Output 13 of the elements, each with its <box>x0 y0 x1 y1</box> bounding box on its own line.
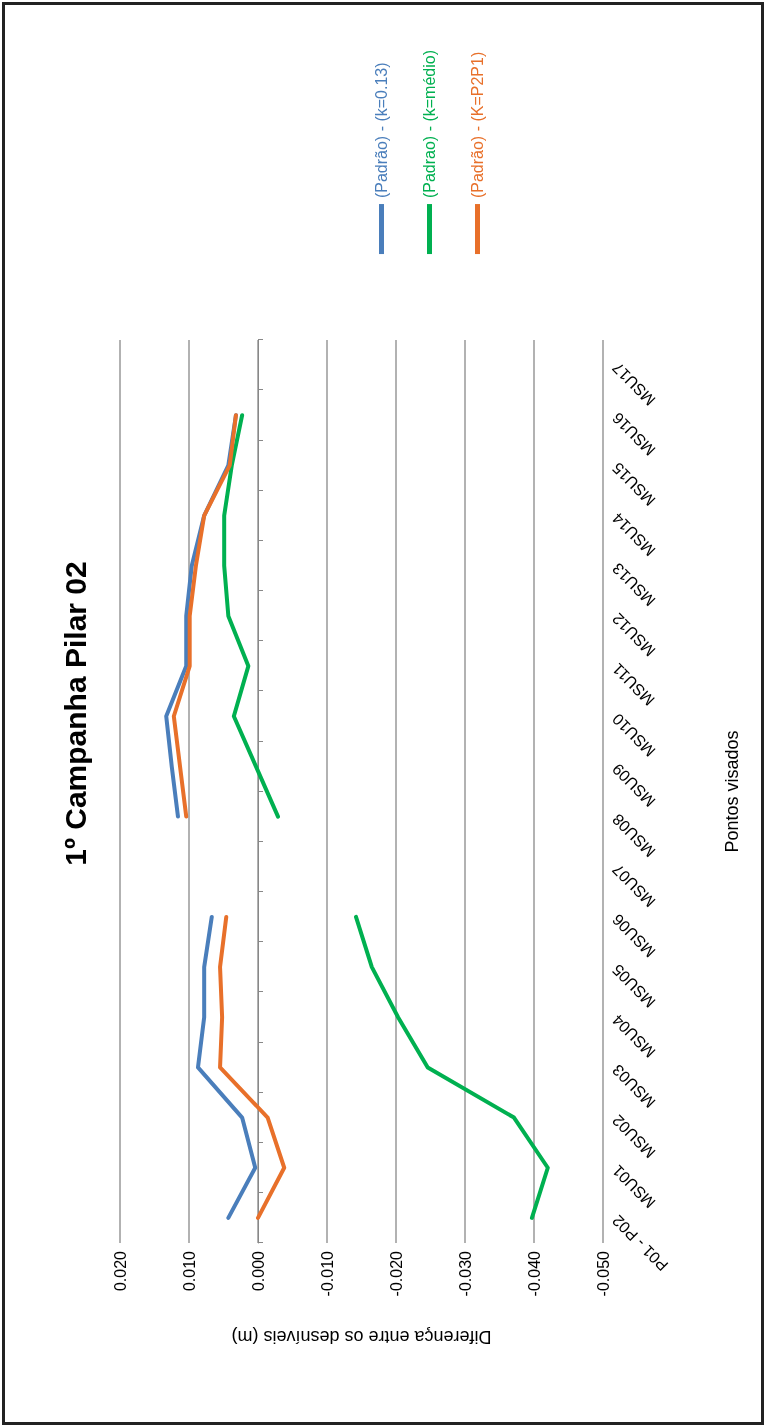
x-axis-title: Diferença entre os desníveis (m) <box>231 1327 492 1347</box>
x-tick-label: 0.000 <box>249 1250 267 1292</box>
x-tick-label: 0.020 <box>111 1250 129 1292</box>
x-tick-label: -0.040 <box>525 1250 543 1297</box>
x-tick-label: -0.020 <box>387 1250 405 1297</box>
y-axis-title: Pontos visados <box>722 730 742 853</box>
text: (Padrão) - (K=P2P1) <box>468 51 487 199</box>
text: (Padrao) - (k=médio) <box>420 50 439 199</box>
x-tick-label: -0.010 <box>318 1250 336 1297</box>
x-tick-label: 0.010 <box>180 1250 198 1292</box>
text: 1º Campanha Pilar 02 <box>58 561 92 866</box>
text: (Padrão) - (k=0.13) <box>372 62 391 199</box>
x-tick-label: -0.030 <box>456 1250 474 1297</box>
